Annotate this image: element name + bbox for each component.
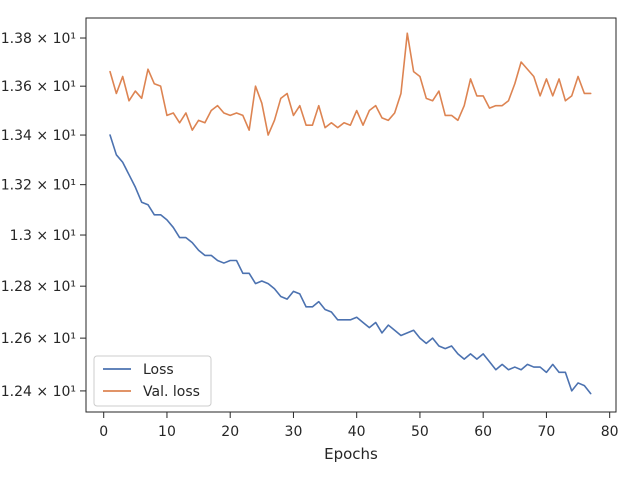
x-axis-label: Epochs [324, 445, 378, 463]
x-tick-label: 60 [474, 424, 492, 440]
y-tick-label: 1.3 × 10¹ [10, 228, 76, 244]
y-tick-label: 1.36 × 10¹ [1, 79, 76, 95]
y-tick-label: 1.38 × 10¹ [1, 31, 76, 47]
x-tick-label: 80 [601, 424, 619, 440]
x-axis: 0 10 20 30 40 50 60 70 80 [99, 412, 619, 440]
legend: Loss Val. loss [93, 355, 212, 407]
series-line-loss [109, 134, 592, 395]
x-tick-label: 10 [158, 424, 176, 440]
series-line-val-loss [109, 32, 592, 136]
x-tick-label: 40 [348, 424, 366, 440]
plot-area [109, 32, 592, 395]
axes-frame [85, 17, 617, 413]
legend-label: Val. loss [143, 384, 200, 400]
y-tick-label: 1.28 × 10¹ [1, 279, 76, 295]
x-tick-label: 0 [99, 424, 108, 440]
x-tick-label: 70 [538, 424, 556, 440]
y-tick-label: 1.24 × 10¹ [1, 384, 76, 400]
x-tick-label: 30 [285, 424, 303, 440]
y-axis: 1.24 × 10¹ 1.26 × 10¹ 1.28 × 10¹ 1.3 × 10¹ 1… [1, 31, 86, 400]
x-tick-label: 20 [221, 424, 239, 440]
legend-label: Loss [143, 362, 174, 378]
y-tick-label: 1.32 × 10¹ [1, 178, 76, 194]
x-tick-label: 50 [411, 424, 429, 440]
y-tick-label: 1.34 × 10¹ [1, 128, 76, 144]
y-tick-label: 1.26 × 10¹ [1, 331, 76, 347]
